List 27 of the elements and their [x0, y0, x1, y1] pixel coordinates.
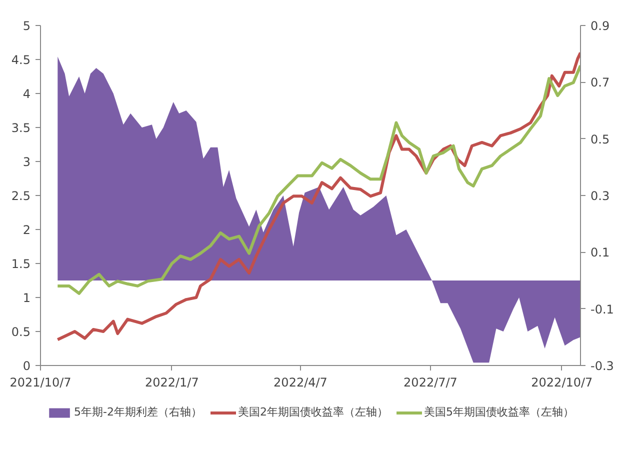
y-tick-label: 3 [22, 155, 31, 169]
y-tick-label: 2.5 [11, 189, 31, 203]
y-tick-label: 1.5 [11, 257, 31, 271]
x-tick-label: 2022/4/7 [274, 376, 328, 390]
y2-tick-label: -0.3 [590, 359, 614, 373]
y-tick-label: 4 [22, 87, 31, 101]
y-tick-label: 0.5 [11, 325, 31, 339]
x-tick-label: 2022/10/7 [531, 376, 593, 390]
y2-tick-label: 0.7 [590, 76, 610, 90]
y2-tick-label: -0.1 [590, 302, 614, 316]
y2-tick-label: 0.9 [590, 19, 610, 33]
y2-tick-label: 0.5 [590, 132, 610, 146]
y-tick-label: 2 [22, 223, 31, 237]
legend-label: 美国5年期国债收益率（左轴） [424, 404, 574, 420]
x-tick-label: 2022/1/7 [144, 376, 199, 390]
y-tick-label: 0 [22, 359, 31, 373]
x-tick-label: 2022/7/7 [404, 376, 458, 390]
y2-tick-label: 0.3 [590, 189, 610, 203]
legend-label: 5年期-2年期利差（右轴） [74, 404, 202, 420]
y-tick-label: 3.5 [11, 121, 31, 135]
y-tick-label: 4.5 [11, 53, 31, 67]
y-tick-label: 1 [22, 291, 31, 305]
line-series [56, 64, 580, 295]
y2-tick-label: 0.1 [590, 246, 610, 260]
y-tick-label: 5 [22, 19, 31, 33]
legend-label: 美国2年期国债收益率（左轴） [238, 404, 388, 420]
x-tick-label: 2021/10/7 [10, 376, 72, 390]
